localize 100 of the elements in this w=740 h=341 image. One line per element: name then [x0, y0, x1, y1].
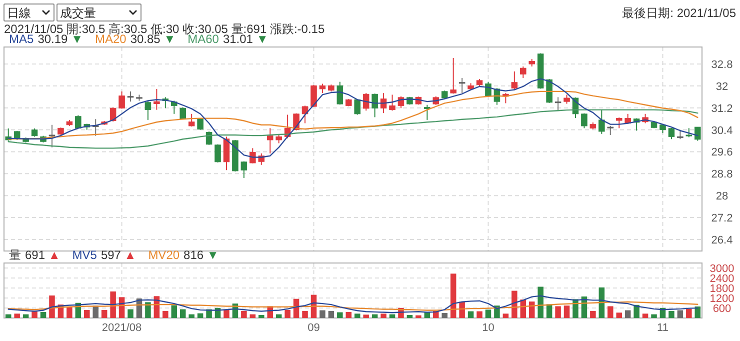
bar [564, 306, 570, 318]
candlestick [223, 136, 230, 171]
candlestick [598, 109, 605, 134]
bar [363, 314, 369, 318]
bar [590, 310, 596, 318]
text: MV5 [72, 248, 98, 262]
candlestick [686, 128, 692, 138]
bar [389, 314, 396, 318]
bar [624, 310, 631, 318]
bar [302, 310, 308, 318]
candlestick [118, 90, 125, 110]
candlestick [450, 57, 456, 94]
x-tick-label: 11 [657, 322, 668, 334]
bar [354, 314, 360, 318]
annotation: 597 ▲ [100, 248, 136, 262]
candlestick [511, 70, 518, 90]
candlestick [607, 125, 614, 136]
bar [694, 306, 701, 318]
y-tick-label: 28.8 [711, 168, 733, 181]
candlestick [110, 106, 116, 122]
annotation: 816 ▼ [184, 248, 219, 262]
x-tick-label: 2021/08 [102, 322, 142, 334]
bar [677, 310, 684, 318]
bar [346, 312, 352, 318]
bar [450, 274, 456, 318]
bar [22, 314, 29, 318]
bar [468, 311, 474, 318]
text: 成交量 [60, 6, 96, 20]
y-tick-label: 3000 [710, 263, 734, 275]
y-tick-label: 32 [716, 80, 728, 93]
x-tick-label: 10 [482, 322, 494, 334]
candlestick [240, 160, 248, 179]
bar [197, 313, 204, 318]
y-tick-label: 600 [712, 303, 732, 315]
bar [608, 306, 614, 318]
bar [110, 291, 116, 318]
bar [406, 314, 413, 318]
y-tick-label: 1800 [710, 283, 734, 295]
bar [651, 314, 657, 318]
bar [49, 295, 55, 318]
bar [476, 311, 482, 318]
candlestick [458, 77, 466, 94]
annotation: 691 ▲ [25, 248, 60, 262]
bar [66, 306, 72, 318]
text: MA5 [9, 32, 34, 46]
bar [616, 312, 622, 318]
bar [320, 310, 326, 318]
bar [145, 302, 151, 318]
bar [372, 314, 378, 318]
y-tick-label: 1200 [710, 293, 734, 305]
bar [188, 314, 194, 318]
bar [668, 310, 674, 318]
text: 日線 [7, 6, 31, 20]
candlestick [564, 94, 570, 104]
candlestick [250, 148, 256, 164]
bar [337, 312, 343, 318]
candlestick [520, 66, 526, 78]
y-tick-label: 29.6 [711, 146, 733, 159]
bar [485, 310, 492, 318]
candlestick [144, 100, 152, 120]
line-series [8, 295, 698, 314]
y-tick-label: 32.8 [711, 59, 733, 71]
candlestick [354, 98, 360, 116]
bar [128, 309, 134, 318]
bar [380, 314, 386, 318]
candlestick [188, 113, 195, 128]
candlestick [266, 128, 274, 154]
bar [538, 286, 544, 318]
bar [224, 310, 230, 318]
bar [512, 290, 518, 318]
candlestick [127, 90, 134, 102]
candlestick [48, 124, 56, 148]
bar [180, 309, 186, 318]
bar [32, 311, 38, 318]
candlestick [424, 104, 430, 120]
candlestick [694, 126, 701, 142]
bar [162, 310, 168, 318]
text: 最後日期: 2021/11/05 [622, 6, 736, 20]
candlestick [546, 78, 552, 104]
candlestick [372, 93, 378, 118]
bar [634, 304, 640, 318]
candlestick [319, 83, 326, 94]
y-tick-label: 30.4 [711, 124, 733, 137]
y-tick-label: 28 [716, 190, 728, 203]
bar [258, 314, 264, 318]
bar [14, 314, 20, 318]
bar [284, 310, 290, 318]
bar [328, 310, 334, 318]
line-series [8, 301, 698, 311]
candlestick [581, 112, 588, 129]
bar [171, 305, 178, 318]
candlestick [362, 92, 370, 112]
bar [555, 306, 561, 318]
y-tick-label: 27.2 [711, 212, 733, 225]
candlestick [154, 88, 160, 110]
x-tick-label: 09 [308, 322, 320, 334]
bar [250, 314, 256, 318]
bar [642, 314, 648, 318]
bar [84, 310, 90, 318]
bar [241, 310, 247, 318]
